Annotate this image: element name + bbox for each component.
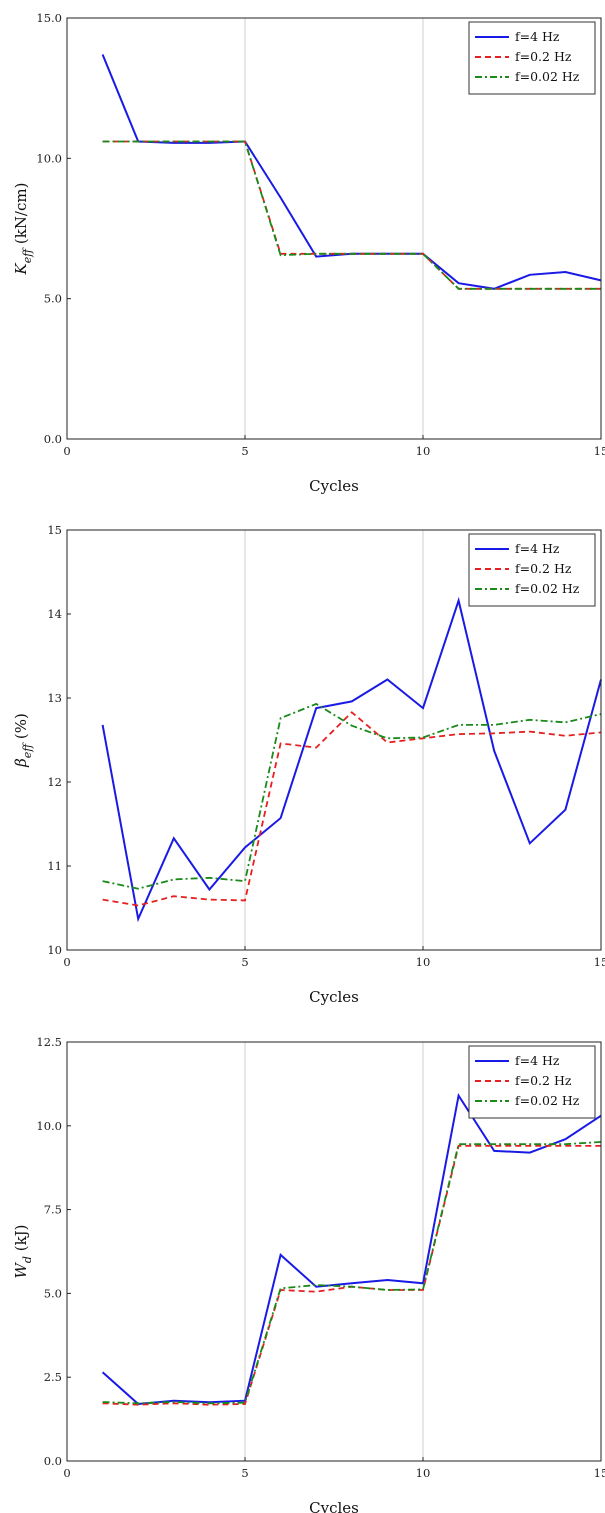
legend-label: f=4 Hz [515, 1053, 560, 1068]
x-tick-label: 5 [241, 955, 248, 969]
series-line-1 [101, 1092, 602, 1406]
x-axis-label: Cycles [309, 988, 359, 1006]
legend-label: f=0.2 Hz [515, 561, 572, 576]
series-line-2 [102, 1145, 601, 1406]
y-tick-label: 12.5 [36, 1035, 62, 1049]
series-line-3 [102, 140, 601, 290]
y-tick-label: 7.5 [44, 1203, 62, 1217]
energy-chart: 0.0 2.5 5.0 7.5 10.0 12.5 0 5 10 15 Cycles Wd (kJ) f… [12, 1035, 605, 1513]
x-tick-label: 0 [63, 1466, 70, 1480]
legend-label: f=0.02 Hz [515, 1093, 580, 1108]
x-tick-label: 10 [416, 1466, 431, 1480]
y-tick-label: 13 [47, 691, 62, 705]
legend-label: f=0.2 Hz [515, 1073, 572, 1088]
legend: f=4 Hz f=0.2 Hz f=0.02 Hz [468, 21, 596, 95]
legend-label: f=4 Hz [515, 29, 560, 44]
y-tick-label: 5.0 [44, 292, 62, 306]
legend: f=4 Hz f=0.2 Hz f=0.02 Hz [468, 533, 596, 607]
plot-frame [66, 529, 602, 951]
x-axis-label: Cycles [309, 1499, 359, 1513]
plot-frame [66, 17, 602, 440]
x-tick-label: 15 [594, 955, 605, 969]
y-tick-label: 2.5 [44, 1370, 62, 1384]
y-tick-label: 0.0 [44, 432, 62, 446]
y-tick-label: 15.0 [36, 11, 62, 25]
stiffness-chart: 0.0 5.0 10.0 15.0 0 5 10 15 Cycles Keff (kN/cm) f=… [12, 11, 605, 495]
series-line-2 [102, 711, 602, 907]
y-tick-label: 10.0 [36, 151, 62, 165]
legend: f=4 Hz f=0.2 Hz f=0.02 Hz [468, 1045, 596, 1119]
y-axis-label: Keff (kN/cm) [12, 183, 34, 276]
x-tick-label: 10 [416, 955, 431, 969]
y-tick-label: 10 [47, 943, 62, 957]
y-tick-label: 11 [47, 859, 62, 873]
x-tick-label: 5 [241, 444, 248, 458]
y-tick-label: 12 [47, 775, 62, 789]
x-tick-label: 15 [594, 1466, 605, 1480]
x-axis-label: Cycles [309, 477, 359, 495]
series-line-1 [101, 596, 602, 923]
x-tick-label: 10 [416, 444, 431, 458]
y-tick-label: 10.0 [36, 1119, 62, 1133]
x-tick-label: 5 [241, 1466, 248, 1480]
legend-label: f=0.02 Hz [515, 581, 580, 596]
legend-label: f=0.2 Hz [515, 49, 572, 64]
series-line-2 [102, 140, 601, 290]
y-tick-label: 0.0 [44, 1454, 62, 1468]
y-axis-label: Wd (kJ) [12, 1224, 34, 1278]
y-tick-label: 15 [47, 523, 62, 537]
series-line-3 [102, 702, 602, 890]
legend-label: f=4 Hz [515, 541, 560, 556]
x-tick-label: 0 [63, 444, 70, 458]
x-tick-label: 0 [63, 955, 70, 969]
y-tick-label: 5.0 [44, 1286, 62, 1300]
legend-label: f=0.02 Hz [515, 69, 580, 84]
plot-frame [66, 1041, 602, 1462]
y-tick-label: 14 [47, 607, 62, 621]
series-line-3 [102, 1141, 602, 1405]
y-axis-label: βeff (%) [12, 713, 34, 768]
x-tick-label: 15 [594, 444, 605, 458]
